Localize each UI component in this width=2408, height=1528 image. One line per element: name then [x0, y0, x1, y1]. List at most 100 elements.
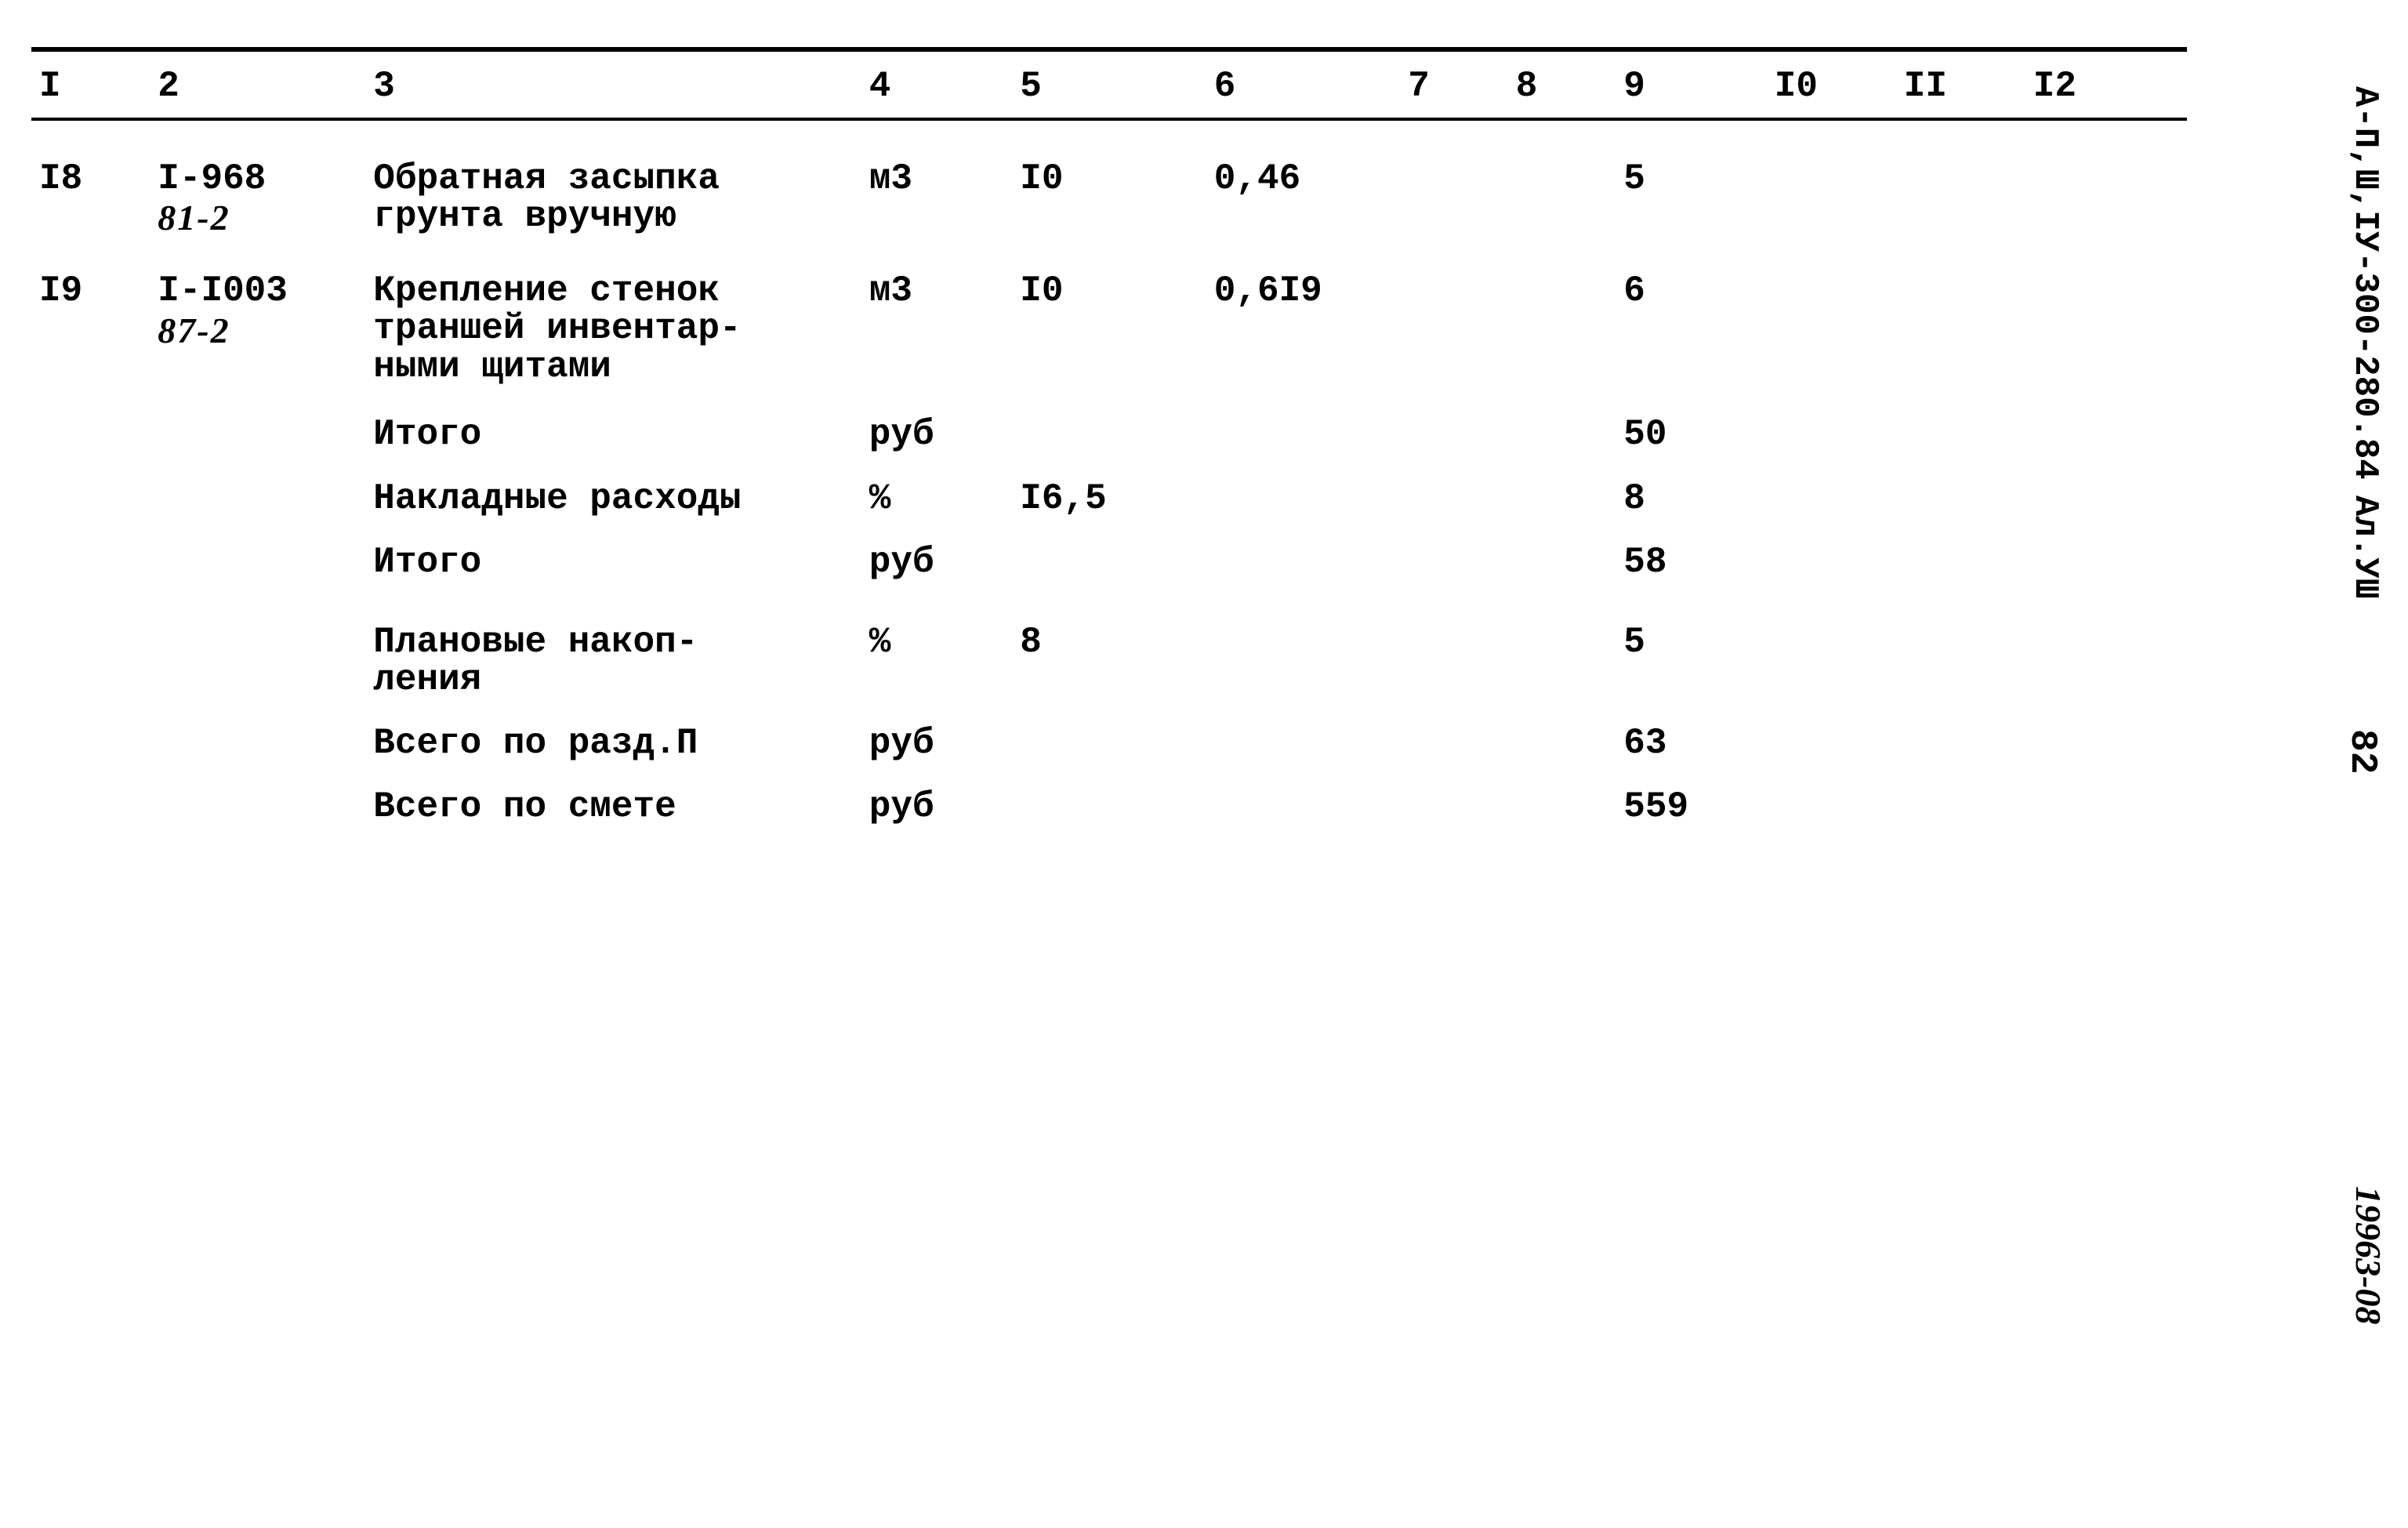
cell-desc: Обратная засыпка грунта вручную	[365, 143, 861, 255]
top-rule	[31, 47, 2187, 52]
cell-7	[1400, 531, 1508, 595]
bottom-print-code: 19963-08	[2348, 1186, 2389, 1324]
cell-unit: руб	[861, 531, 1013, 595]
cell-unit: м3	[861, 255, 1013, 403]
table-row: Накладные расходы%I6,58	[31, 467, 2187, 532]
cell-5	[1012, 712, 1206, 776]
cell-12	[2025, 467, 2187, 532]
cost-table-container: I 2 3 4 5 6 7 8 9 I0 II I2 I8I-96881-2Об…	[31, 47, 2187, 840]
cell-code	[150, 403, 365, 467]
col-6: 6	[1206, 63, 1401, 111]
cell-6	[1206, 467, 1401, 532]
cell-unit: руб	[861, 403, 1013, 467]
cell-12	[2025, 403, 2187, 467]
cell-8	[1508, 595, 1616, 712]
cell-9: 50	[1616, 403, 1767, 467]
cell-5: I6,5	[1012, 467, 1206, 532]
cell-num	[31, 467, 150, 532]
cost-table-body: I8I-96881-2Обратная засыпка грунта вручн…	[31, 143, 2187, 840]
cell-unit: м3	[861, 143, 1013, 255]
cell-num: I9	[31, 255, 150, 403]
cell-6	[1206, 595, 1401, 712]
cell-10	[1767, 531, 1896, 595]
table-row: Плановые накоп-ления%85	[31, 595, 2187, 712]
cell-12	[2025, 531, 2187, 595]
cell-9: 5	[1616, 595, 1767, 712]
cell-7	[1400, 255, 1508, 403]
cell-desc: Всего по смете	[365, 775, 861, 840]
cell-num: I8	[31, 143, 150, 255]
cell-5	[1012, 775, 1206, 840]
header-rule	[31, 118, 2187, 121]
cell-code	[150, 531, 365, 595]
cell-desc: Итого	[365, 403, 861, 467]
col-9: 9	[1616, 63, 1767, 111]
side-header: А-П,Ш,IУ-300-280.84 Ал.УШ	[2345, 86, 2384, 599]
cell-5	[1012, 403, 1206, 467]
cell-8	[1508, 712, 1616, 776]
album-code: Ал.УШ	[2345, 495, 2384, 599]
col-1: I	[31, 63, 150, 111]
table-row: I8I-96881-2Обратная засыпка грунта вручн…	[31, 143, 2187, 255]
cell-5: I0	[1012, 255, 1206, 403]
cell-9: 559	[1616, 775, 1767, 840]
cell-7	[1400, 403, 1508, 467]
table-row: Всего по сметеруб559	[31, 775, 2187, 840]
cell-code	[150, 712, 365, 776]
col-8: 8	[1508, 63, 1616, 111]
cell-12	[2025, 595, 2187, 712]
cell-code: I-96881-2	[150, 143, 365, 255]
cell-9: 8	[1616, 467, 1767, 532]
col-3: 3	[365, 63, 861, 111]
cell-8	[1508, 775, 1616, 840]
cell-desc: Итого	[365, 531, 861, 595]
cell-12	[2025, 712, 2187, 776]
cell-num	[31, 712, 150, 776]
cell-5: 8	[1012, 595, 1206, 712]
cell-code	[150, 467, 365, 532]
cell-10	[1767, 403, 1896, 467]
col-7: 7	[1400, 63, 1508, 111]
cell-11	[1896, 467, 2025, 532]
cell-9: 58	[1616, 531, 1767, 595]
cell-num	[31, 775, 150, 840]
cell-8	[1508, 255, 1616, 403]
page-number: 82	[2341, 729, 2383, 775]
cell-8	[1508, 467, 1616, 532]
cell-unit: %	[861, 595, 1013, 712]
cell-10	[1767, 712, 1896, 776]
cell-code	[150, 775, 365, 840]
cell-unit: руб	[861, 712, 1013, 776]
cell-unit: %	[861, 467, 1013, 532]
cell-7	[1400, 775, 1508, 840]
cell-num	[31, 403, 150, 467]
cost-table: I 2 3 4 5 6 7 8 9 I0 II I2	[31, 63, 2187, 111]
cell-11	[1896, 403, 2025, 467]
cell-desc: Всего по разд.П	[365, 712, 861, 776]
cell-5	[1012, 531, 1206, 595]
cell-10	[1767, 143, 1896, 255]
cell-12	[2025, 143, 2187, 255]
cell-12	[2025, 775, 2187, 840]
cell-num	[31, 531, 150, 595]
cell-10	[1767, 775, 1896, 840]
cell-5: I0	[1012, 143, 1206, 255]
table-row: I9I-I00387-2Крепление стенок траншей инв…	[31, 255, 2187, 403]
col-4: 4	[861, 63, 1013, 111]
cell-8	[1508, 531, 1616, 595]
table-row: Итогоруб 58	[31, 531, 2187, 595]
cell-8	[1508, 143, 1616, 255]
cell-11	[1896, 595, 2025, 712]
cell-11	[1896, 712, 2025, 776]
cell-11	[1896, 531, 2025, 595]
cell-10	[1767, 467, 1896, 532]
table-row: Итогоруб 50	[31, 403, 2187, 467]
cell-6	[1206, 775, 1401, 840]
cell-desc: Крепление стенок траншей инвентар-ными щ…	[365, 255, 861, 403]
cell-12	[2025, 255, 2187, 403]
cell-8	[1508, 403, 1616, 467]
table-header-row: I 2 3 4 5 6 7 8 9 I0 II I2	[31, 63, 2187, 111]
cell-6	[1206, 712, 1401, 776]
doc-code: А-П,Ш,IУ-300-280.84	[2345, 86, 2384, 480]
cell-code	[150, 595, 365, 712]
